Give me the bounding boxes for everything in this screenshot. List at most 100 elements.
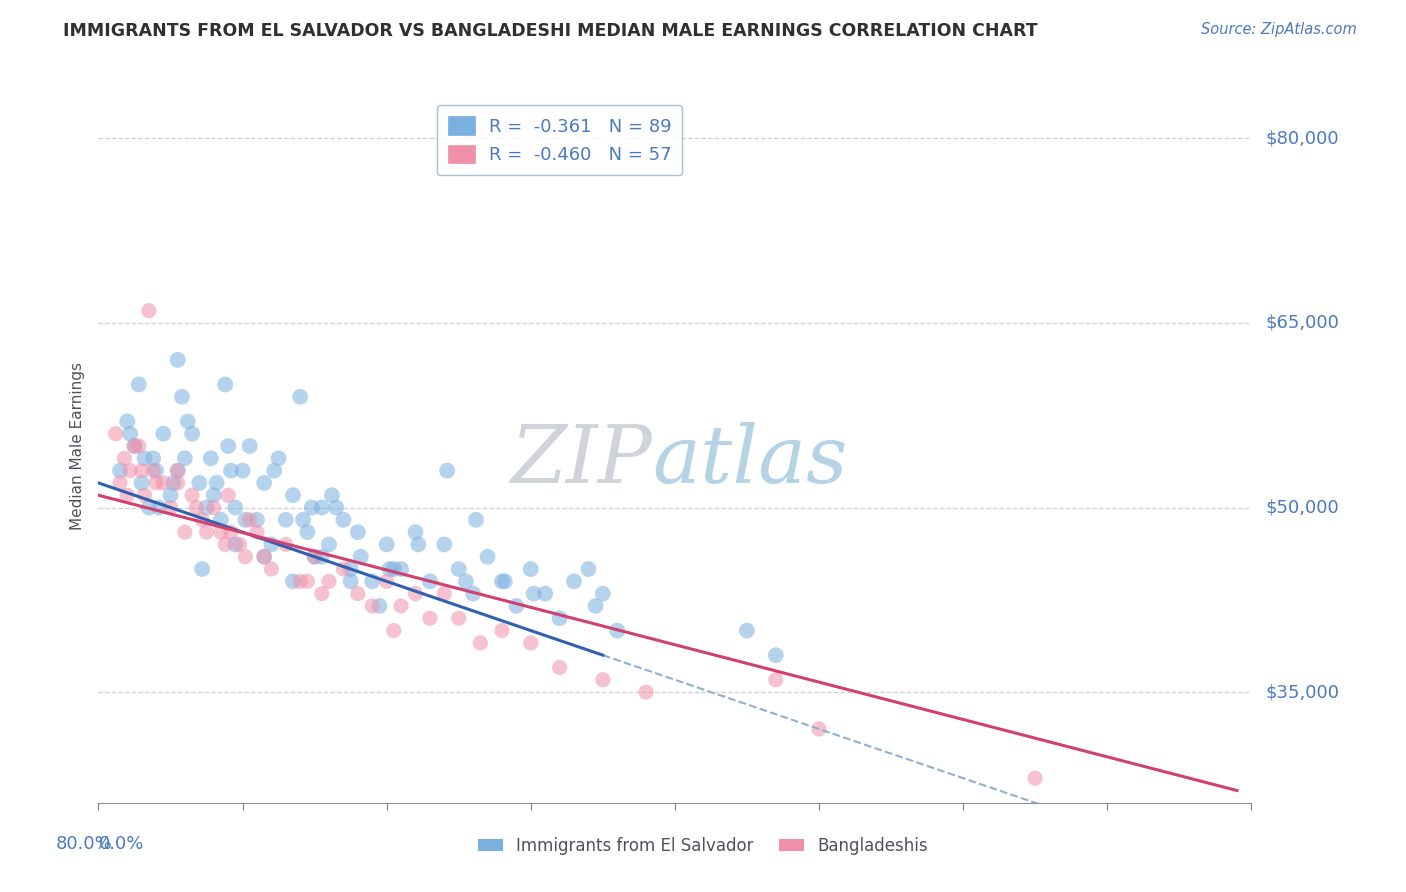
Point xyxy=(318,537,340,551)
Point xyxy=(405,587,427,601)
Point xyxy=(134,488,156,502)
Point xyxy=(389,562,412,576)
Point xyxy=(361,599,384,613)
Point xyxy=(347,525,370,540)
Point xyxy=(124,439,146,453)
Point xyxy=(578,562,600,576)
Point xyxy=(195,500,218,515)
Point xyxy=(181,488,204,502)
Point xyxy=(419,574,441,589)
Point xyxy=(347,587,370,601)
Point xyxy=(260,562,283,576)
Point xyxy=(454,574,477,589)
Point xyxy=(134,451,156,466)
Point xyxy=(339,562,361,576)
Point xyxy=(174,525,197,540)
Text: $80,000: $80,000 xyxy=(1265,129,1339,147)
Point xyxy=(191,562,214,576)
Point xyxy=(592,587,614,601)
Point xyxy=(145,464,167,478)
Point xyxy=(491,624,513,638)
Point xyxy=(138,303,160,318)
Point xyxy=(267,451,290,466)
Y-axis label: Median Male Earnings: Median Male Earnings xyxy=(70,362,86,530)
Point xyxy=(174,451,197,466)
Point xyxy=(131,475,153,490)
Point xyxy=(224,500,246,515)
Point xyxy=(142,464,165,478)
Point xyxy=(159,488,181,502)
Point xyxy=(166,352,188,367)
Point xyxy=(765,648,787,662)
Point xyxy=(253,549,276,564)
Point xyxy=(735,624,758,638)
Point xyxy=(128,377,150,392)
Point xyxy=(124,439,146,453)
Legend: R =  -0.361   N = 89, R =  -0.460   N = 57: R = -0.361 N = 89, R = -0.460 N = 57 xyxy=(437,105,682,175)
Point xyxy=(382,624,405,638)
Point xyxy=(290,574,312,589)
Point xyxy=(195,525,218,540)
Point xyxy=(606,624,628,638)
Point xyxy=(382,562,405,576)
Point xyxy=(166,464,188,478)
Point xyxy=(447,562,470,576)
Point xyxy=(447,611,470,625)
Text: IMMIGRANTS FROM EL SALVADOR VS BANGLADESHI MEDIAN MALE EARNINGS CORRELATION CHAR: IMMIGRANTS FROM EL SALVADOR VS BANGLADES… xyxy=(63,22,1038,40)
Text: $35,000: $35,000 xyxy=(1265,683,1339,701)
Legend: Immigrants from El Salvador, Bangladeshis: Immigrants from El Salvador, Bangladeshi… xyxy=(471,830,935,862)
Point xyxy=(253,475,276,490)
Text: $65,000: $65,000 xyxy=(1265,314,1339,332)
Text: Source: ZipAtlas.com: Source: ZipAtlas.com xyxy=(1201,22,1357,37)
Point xyxy=(138,500,160,515)
Point xyxy=(339,574,361,589)
Point xyxy=(350,549,373,564)
Point xyxy=(253,549,276,564)
Point xyxy=(108,464,131,478)
Point xyxy=(368,599,391,613)
Point xyxy=(477,549,499,564)
Point xyxy=(318,574,340,589)
Text: $50,000: $50,000 xyxy=(1265,499,1339,516)
Point xyxy=(235,549,257,564)
Point xyxy=(1024,771,1046,785)
Point xyxy=(145,475,167,490)
Point xyxy=(470,636,492,650)
Point xyxy=(159,500,181,515)
Point xyxy=(263,464,285,478)
Text: 0.0%: 0.0% xyxy=(98,835,143,853)
Point xyxy=(120,464,142,478)
Point xyxy=(389,599,412,613)
Point xyxy=(228,537,250,551)
Point xyxy=(523,587,546,601)
Point xyxy=(419,611,441,625)
Point xyxy=(170,390,193,404)
Point xyxy=(297,574,319,589)
Point xyxy=(281,574,304,589)
Point xyxy=(636,685,658,699)
Text: ZIP: ZIP xyxy=(510,422,652,499)
Point xyxy=(808,722,831,736)
Point xyxy=(274,537,297,551)
Point xyxy=(297,525,319,540)
Point xyxy=(301,500,323,515)
Point xyxy=(231,464,254,478)
Point xyxy=(260,537,283,551)
Point xyxy=(219,525,242,540)
Point xyxy=(214,537,236,551)
Point xyxy=(304,549,326,564)
Point xyxy=(405,525,427,540)
Point xyxy=(408,537,430,551)
Point xyxy=(152,475,174,490)
Point xyxy=(224,537,246,551)
Point xyxy=(311,587,333,601)
Point xyxy=(214,377,236,392)
Point xyxy=(375,574,398,589)
Point xyxy=(433,587,456,601)
Point xyxy=(465,513,488,527)
Point xyxy=(112,451,135,466)
Point xyxy=(142,451,165,466)
Point xyxy=(181,426,204,441)
Point xyxy=(361,574,384,589)
Point xyxy=(548,660,571,674)
